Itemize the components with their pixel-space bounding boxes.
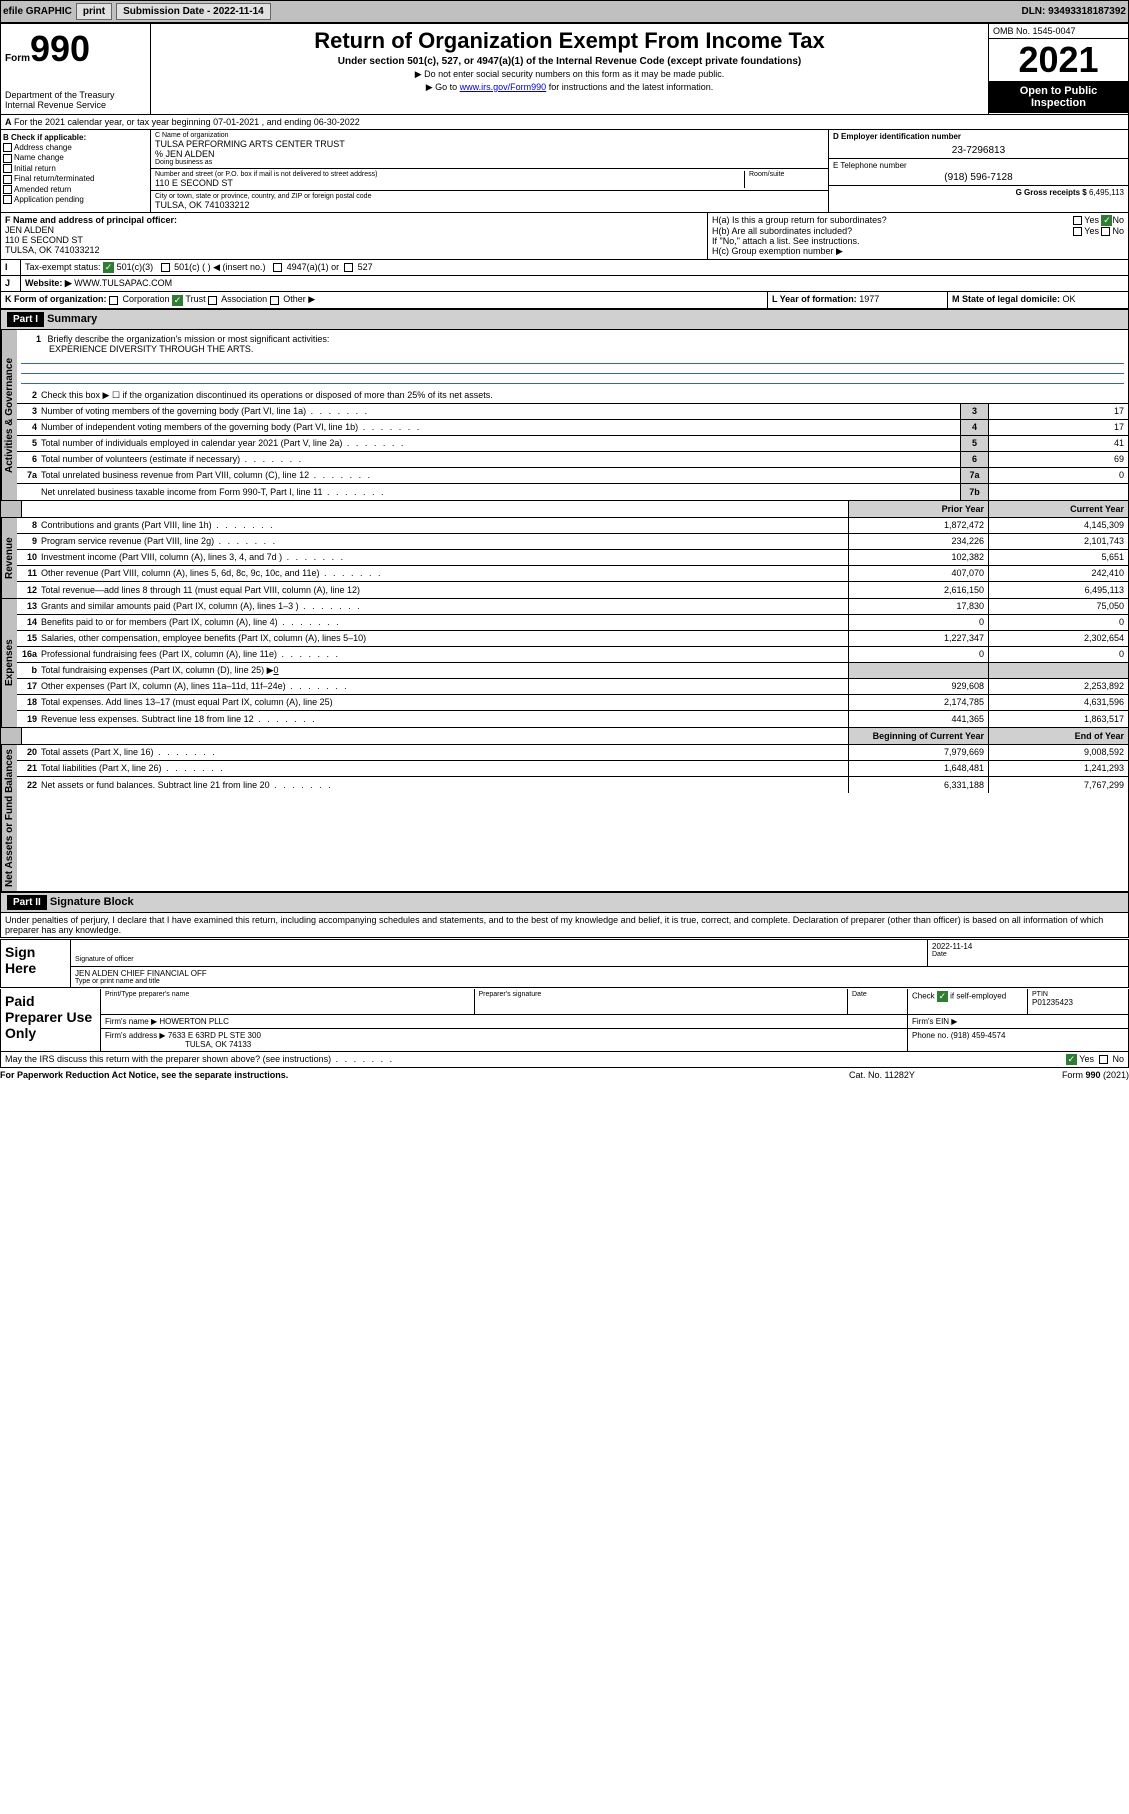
mission-text: EXPERIENCE DIVERSITY THROUGH THE ARTS. (49, 344, 1124, 354)
care-of: % JEN ALDEN (155, 149, 824, 159)
print-button[interactable]: print (76, 3, 112, 20)
col-c-org-info: C Name of organization TULSA PERFORMING … (151, 130, 828, 212)
col-right-ids: D Employer identification number 23-7296… (828, 130, 1128, 212)
chk-application-pending[interactable] (3, 195, 12, 204)
chk-501c[interactable] (161, 263, 170, 272)
part1-header: Part I Summary (0, 309, 1129, 330)
street-address: 110 E SECOND ST (155, 178, 744, 188)
ptin: P01235423 (1032, 998, 1124, 1007)
efile-label: efile GRAPHIC (3, 6, 72, 17)
chk-ha-no[interactable]: ✓ (1101, 215, 1112, 226)
sig-date: 2022-11-14 (932, 942, 1124, 951)
chk-501c3[interactable]: ✓ (103, 262, 114, 273)
telephone: (918) 596-7128 (833, 172, 1124, 183)
chk-other[interactable] (270, 296, 279, 305)
val-3: 17 (988, 404, 1128, 419)
firm-phone: (918) 459-4574 (951, 1031, 1006, 1040)
goto-note: ▶ Go to www.irs.gov/Form990 for instruct… (155, 82, 984, 93)
dept-label: Department of the Treasury (5, 90, 146, 100)
section-activities-governance: Activities & Governance 1 Briefly descri… (0, 330, 1129, 501)
firm-addr2: TULSA, OK 74133 (185, 1040, 251, 1049)
state-domicile: OK (1063, 294, 1076, 304)
chk-name-change[interactable] (3, 154, 12, 163)
chk-self-employed[interactable]: ✓ (937, 991, 948, 1002)
chk-corp[interactable] (109, 296, 118, 305)
ein: 23-7296813 (833, 145, 1124, 156)
omb-number: OMB No. 1545-0047 (989, 24, 1128, 39)
chk-initial-return[interactable] (3, 164, 12, 173)
chk-trust[interactable]: ✓ (172, 295, 183, 306)
row-a-tax-year: A For the 2021 calendar year, or tax yea… (0, 115, 1129, 130)
website: WWW.TULSAPAC.COM (74, 278, 172, 288)
sign-here-block: Sign Here Signature of officer 2022-11-1… (0, 939, 1129, 988)
val-7b (988, 484, 1128, 500)
form-subtitle: Under section 501(c), 527, or 4947(a)(1)… (155, 56, 984, 67)
form-header: Form990 Department of the Treasury Inter… (0, 23, 1129, 115)
principal-officer: F Name and address of principal officer:… (1, 213, 708, 259)
chk-4947[interactable] (273, 263, 282, 272)
col-b-checkboxes: B Check if applicable: Address change Na… (1, 130, 151, 212)
irs-label: Internal Revenue Service (5, 100, 146, 110)
ssn-note: ▶ Do not enter social security numbers o… (155, 69, 984, 80)
tab-expenses: Expenses (1, 599, 17, 727)
form-title: Return of Organization Exempt From Incom… (155, 28, 984, 54)
tab-net-assets: Net Assets or Fund Balances (1, 745, 17, 891)
dln-label: DLN: 93493318187392 (1021, 6, 1126, 17)
section-net-assets: Net Assets or Fund Balances 20Total asse… (0, 745, 1129, 892)
efile-top-bar: efile GRAPHIC print Submission Date - 20… (0, 0, 1129, 23)
irs-link[interactable]: www.irs.gov/Form990 (460, 82, 547, 92)
header-right-block: OMB No. 1545-0047 2021 Open to Public In… (988, 24, 1128, 114)
org-name: TULSA PERFORMING ARTS CENTER TRUST (155, 139, 824, 149)
officer-name-title: JEN ALDEN CHIEF FINANCIAL OFF (75, 969, 1124, 978)
page-footer: For Paperwork Reduction Act Notice, see … (0, 1068, 1129, 1082)
city-state-zip: TULSA, OK 741033212 (155, 200, 824, 210)
row-k-l-m: K Form of organization: Corporation ✓ Tr… (0, 292, 1129, 308)
open-public-badge: Open to Public Inspection (989, 81, 1128, 113)
paid-preparer-block: Paid Preparer Use Only Print/Type prepar… (0, 989, 1129, 1052)
firm-name: HOWERTON PLLC (159, 1017, 229, 1026)
chk-assoc[interactable] (208, 296, 217, 305)
val-4: 17 (988, 420, 1128, 435)
chk-amended-return[interactable] (3, 185, 12, 194)
revenue-col-headers: Prior YearCurrent Year (0, 501, 1129, 518)
year-formation: 1977 (859, 294, 879, 304)
val-5: 41 (988, 436, 1128, 451)
part2-header: Part II Signature Block (0, 892, 1129, 913)
chk-hb-no[interactable] (1101, 227, 1110, 236)
section-expenses: Expenses 13Grants and similar amounts pa… (0, 599, 1129, 728)
submission-date-button[interactable]: Submission Date - 2022-11-14 (116, 3, 271, 20)
tax-year: 2021 (989, 39, 1128, 81)
row-j-website: J Website: ▶ WWW.TULSAPAC.COM (0, 276, 1129, 292)
firm-addr1: 7633 E 63RD PL STE 300 (168, 1031, 261, 1040)
val-6: 69 (988, 452, 1128, 467)
chk-527[interactable] (344, 263, 353, 272)
section-revenue: Revenue 8Contributions and grants (Part … (0, 518, 1129, 599)
chk-address-change[interactable] (3, 143, 12, 152)
row-f-h: F Name and address of principal officer:… (0, 213, 1129, 260)
entity-info-grid: B Check if applicable: Address change Na… (0, 130, 1129, 213)
tab-revenue: Revenue (1, 518, 17, 598)
group-return-block: H(a) Is this a group return for subordin… (708, 213, 1128, 259)
chk-hb-yes[interactable] (1073, 227, 1082, 236)
row-i-tax-status: I Tax-exempt status: ✓ 501(c)(3) 501(c) … (0, 260, 1129, 276)
header-title-block: Return of Organization Exempt From Incom… (151, 24, 988, 114)
val-7a: 0 (988, 468, 1128, 483)
netassets-col-headers: Beginning of Current YearEnd of Year (0, 728, 1129, 745)
gross-receipts: 6,495,113 (1089, 188, 1124, 197)
perjury-declaration: Under penalties of perjury, I declare th… (0, 913, 1129, 938)
chk-discuss-yes[interactable]: ✓ (1066, 1054, 1077, 1065)
chk-ha-yes[interactable] (1073, 216, 1082, 225)
tab-activities: Activities & Governance (1, 330, 17, 500)
may-irs-discuss-row: May the IRS discuss this return with the… (0, 1052, 1129, 1068)
chk-final-return[interactable] (3, 175, 12, 184)
chk-discuss-no[interactable] (1099, 1055, 1108, 1064)
form-id-block: Form990 Department of the Treasury Inter… (1, 24, 151, 114)
